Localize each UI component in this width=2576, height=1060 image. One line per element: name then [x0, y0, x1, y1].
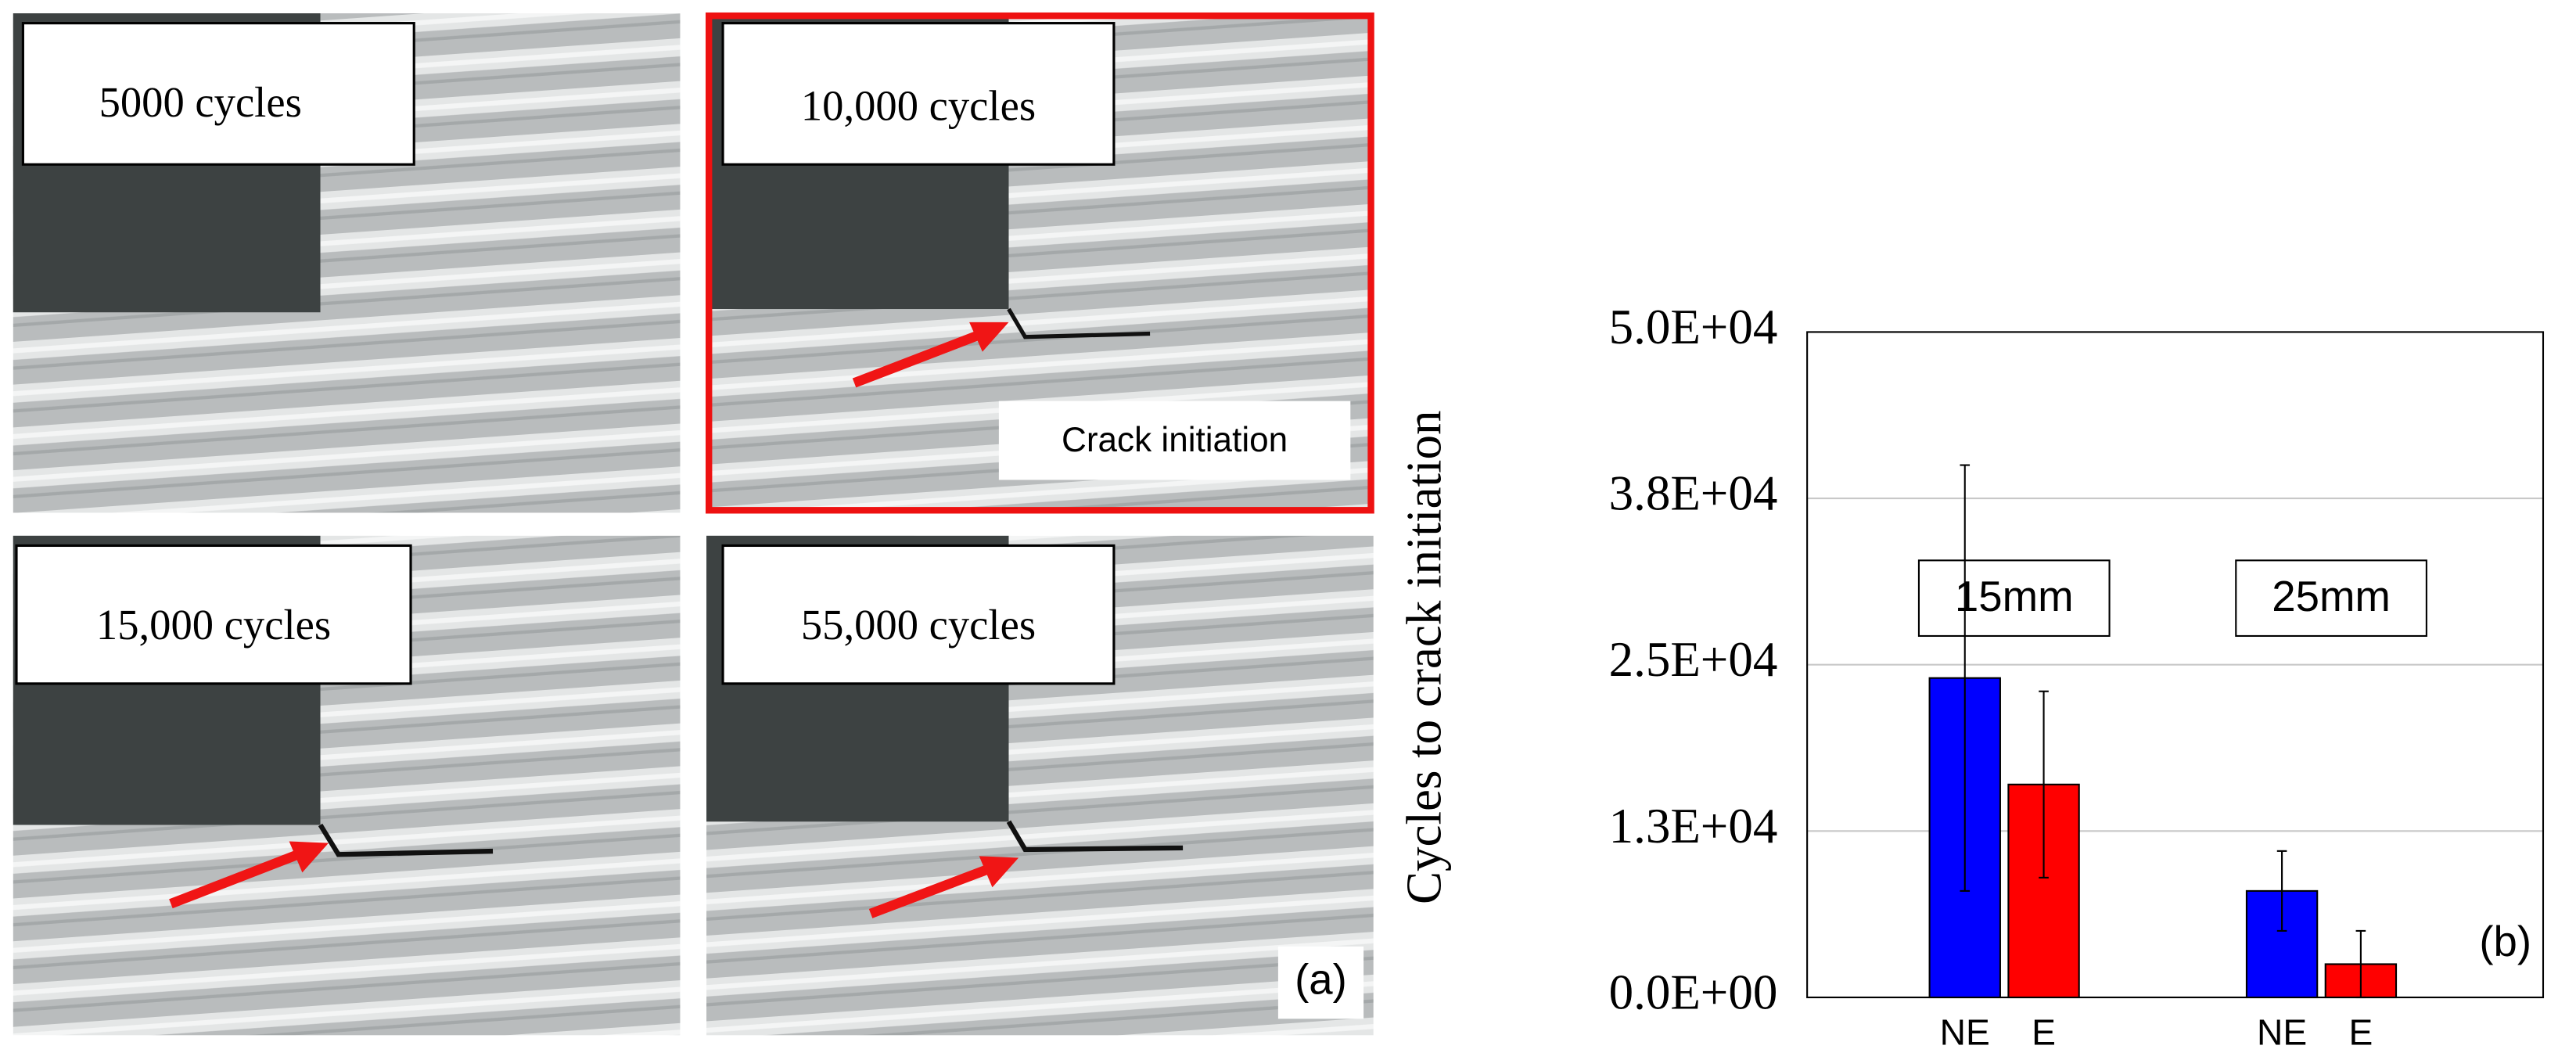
y-tick-label: 1.3E+04 [1609, 799, 1778, 853]
photo-label: 55,000 cycles [801, 601, 1036, 649]
x-tick-label: NE [2257, 1011, 2307, 1052]
y-tick-label: 0.0E+00 [1609, 965, 1778, 1019]
photo: 10,000 cycles Crack initiation [706, 12, 1374, 514]
group-label: 15mm [1955, 573, 2074, 620]
photo: 5000 cycles [13, 13, 681, 513]
panel-label: (a) [1295, 956, 1347, 1004]
x-tick-label: NE [1940, 1011, 1990, 1052]
photo-panel: 5000 cycles 10,000 cycles Crack initiati… [13, 12, 1374, 1036]
y-tick-label: 3.8E+04 [1609, 466, 1778, 521]
x-tick-label: E [2348, 1011, 2373, 1052]
group-label: 25mm [2272, 573, 2391, 620]
panel-label: (b) [2479, 918, 2531, 965]
error-bar [2039, 690, 2049, 879]
y-tick-label: 2.5E+04 [1609, 632, 1778, 687]
photo: 15,000 cycles [13, 535, 681, 1036]
group-box [2235, 559, 2427, 638]
y-tick-label: 5.0E+04 [1609, 300, 1778, 354]
group-box [1917, 559, 2111, 638]
y-axis-title: Cycles to crack initiation [1397, 410, 1452, 904]
photo: 55,000 cycles (a) [706, 535, 1374, 1036]
error-bar [2355, 929, 2366, 999]
photo-label: 15,000 cycles [96, 601, 331, 649]
plot-frame [1806, 331, 2545, 999]
x-tick-label: E [2032, 1011, 2056, 1052]
annotation: Crack initiation [1062, 421, 1288, 459]
error-bar [2276, 850, 2287, 932]
photo-label: 10,000 cycles [801, 81, 1036, 129]
photo-label: 5000 cycles [99, 78, 302, 126]
error-bar [1960, 464, 1971, 892]
